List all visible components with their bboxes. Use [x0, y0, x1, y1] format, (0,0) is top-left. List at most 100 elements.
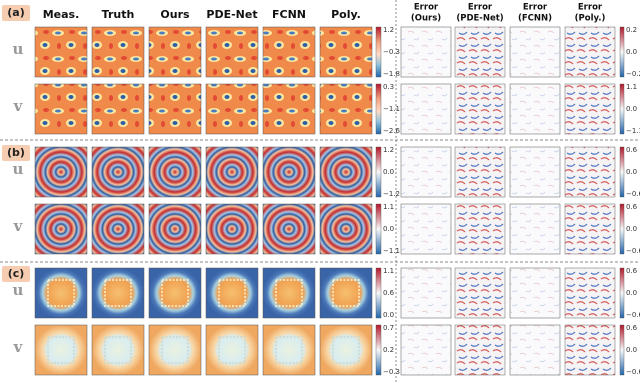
colorbar-tick-label: −2.6: [383, 127, 401, 135]
error-header: Error: [468, 3, 493, 13]
field-image: [34, 146, 88, 198]
error-image: [564, 83, 616, 135]
colorbar-tick-label: 1.2: [383, 146, 394, 154]
colorbar: [619, 324, 625, 376]
field-image: [319, 83, 373, 135]
panel-label-bg: [2, 145, 30, 161]
error-header: (PDE-Net): [456, 14, 503, 24]
field-image: [148, 146, 202, 198]
field-image: [319, 267, 373, 319]
error-image: [454, 146, 506, 198]
field-image: [34, 267, 88, 319]
colorbar-tick-label: −0.6: [626, 247, 640, 255]
colorbar-tick-label: −0.3: [383, 48, 400, 56]
colorbar: [375, 26, 382, 78]
column-header: Truth: [102, 8, 135, 21]
colorbar: [619, 26, 625, 78]
colorbar-tick-label: −0.6: [626, 368, 640, 376]
error-header: Error: [523, 3, 548, 13]
variable-label: v: [13, 338, 24, 356]
error-header: (Poly.): [575, 14, 606, 24]
error-image: [509, 83, 561, 135]
error-image: [509, 146, 561, 198]
error-image: [454, 83, 506, 135]
colorbar-tick-label: −1.1: [626, 127, 640, 135]
colorbar: [375, 146, 382, 198]
error-image: [564, 267, 616, 319]
panel-label: (b): [7, 146, 25, 159]
field-pattern: [218, 336, 246, 364]
field-image: [262, 83, 316, 135]
colorbar-tick-label: −1.8: [383, 70, 400, 78]
error-image: [400, 26, 452, 78]
field-image: [205, 203, 259, 255]
field-image: [205, 267, 259, 319]
panel-label: (c): [8, 267, 25, 280]
field-image: [205, 146, 259, 198]
field-pattern: [275, 336, 303, 364]
column-header: Poly.: [331, 8, 361, 21]
colorbar-tick-label: 0.7: [383, 324, 394, 332]
field-pattern: [218, 279, 246, 307]
field-image: [319, 203, 373, 255]
field-pattern: [47, 336, 75, 364]
field-image: [91, 203, 145, 255]
colorbar-tick-label: 0.6: [626, 146, 638, 154]
variable-label: u: [13, 281, 24, 299]
colorbar-tick-label: 0.0: [383, 225, 394, 233]
colorbar-tick-label: −1.1: [383, 105, 400, 113]
error-image: [400, 83, 452, 135]
error-image: [509, 26, 561, 78]
error-image: [454, 267, 506, 319]
variable-label: u: [13, 160, 24, 178]
field-pattern: [104, 279, 132, 307]
colorbar-tick-label: −0.2: [626, 70, 640, 78]
colorbar-tick-label: −1.1: [383, 247, 400, 255]
field-image: [34, 324, 88, 376]
error-image: [509, 203, 561, 255]
field-image: [205, 324, 259, 376]
field-pattern: [161, 336, 189, 364]
field-image: [91, 267, 145, 319]
field-pattern: [47, 279, 75, 307]
colorbar-tick-label: 1.1: [383, 203, 394, 211]
field-image: [148, 83, 202, 135]
colorbar: [375, 83, 382, 135]
error-header: (FCNN): [518, 14, 552, 24]
error-image: [564, 324, 616, 376]
colorbar-tick-label: −1.2: [383, 190, 400, 198]
field-image: [319, 26, 373, 78]
colorbar-tick-label: 0.2: [626, 26, 637, 34]
field-image: [148, 203, 202, 255]
field-image: [319, 324, 373, 376]
panel-label-bg: [2, 266, 30, 282]
colorbar-tick-label: 0.6: [626, 267, 638, 275]
error-image: [564, 203, 616, 255]
variable-label: v: [13, 217, 24, 235]
colorbar-tick-label: 0.0: [626, 48, 637, 56]
colorbar-tick-label: 0.6: [383, 289, 395, 297]
field-image: [148, 267, 202, 319]
colorbar-tick-label: −0.6: [626, 190, 640, 198]
colorbar: [375, 203, 382, 255]
field-image: [262, 26, 316, 78]
error-header: Error: [414, 3, 439, 13]
colorbar-tick-label: 1.1: [626, 83, 637, 91]
field-pattern: [332, 336, 360, 364]
field-image: [262, 203, 316, 255]
colorbar-tick-label: 1.2: [383, 26, 394, 34]
colorbar-tick-label: 0.0: [383, 311, 394, 319]
field-image: [91, 324, 145, 376]
field-pattern: [104, 336, 132, 364]
field-image: [34, 203, 88, 255]
colorbar-tick-label: 0.0: [626, 289, 637, 297]
error-image: [454, 203, 506, 255]
error-header: (Ours): [411, 14, 441, 24]
error-image: [564, 26, 616, 78]
field-image: [319, 146, 373, 198]
field-image: [205, 26, 259, 78]
panel-label: (a): [7, 6, 24, 19]
field-image: [34, 26, 88, 78]
field-image: [34, 83, 88, 135]
